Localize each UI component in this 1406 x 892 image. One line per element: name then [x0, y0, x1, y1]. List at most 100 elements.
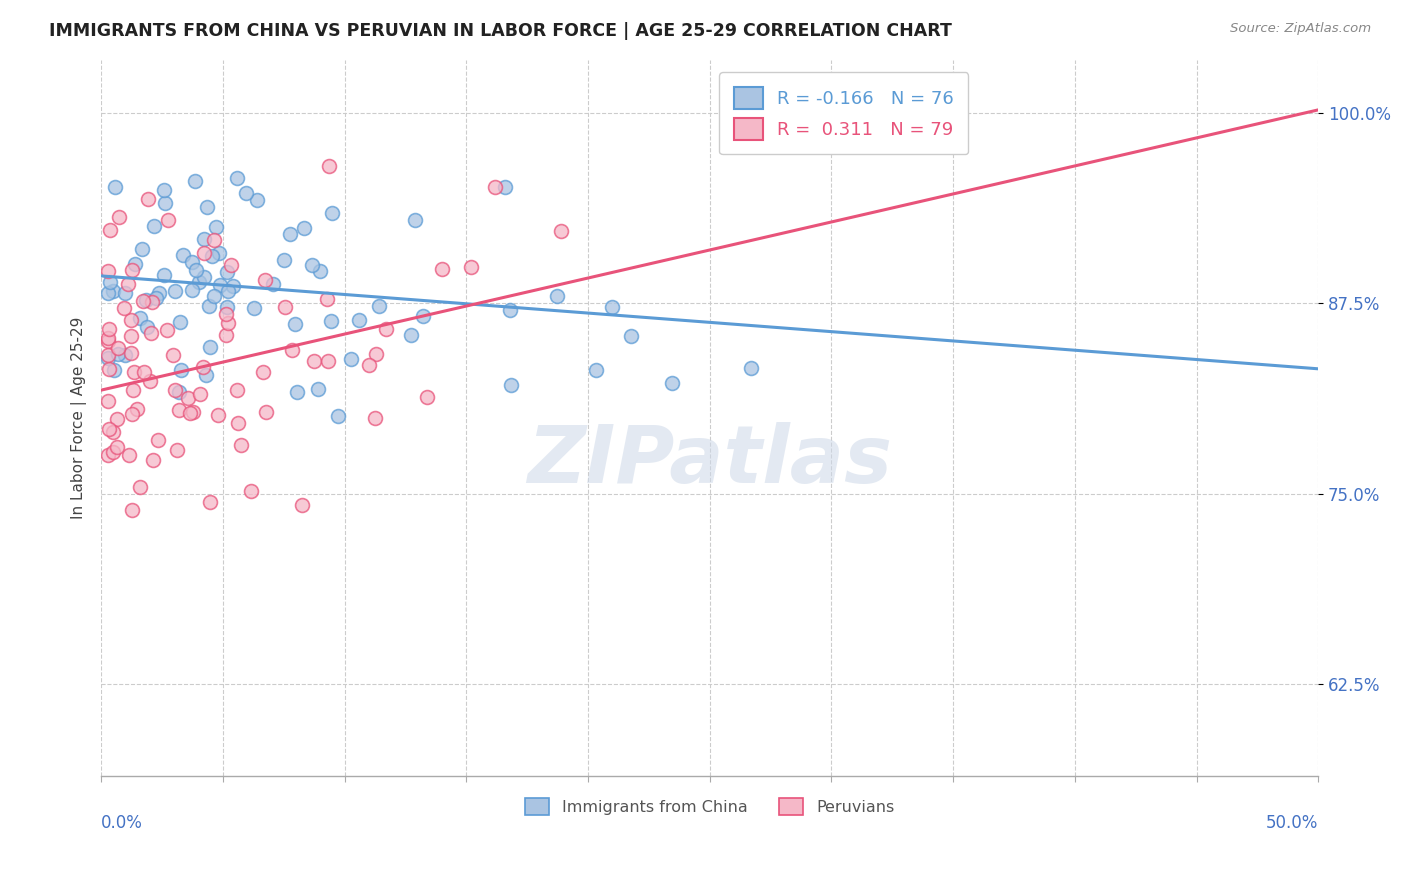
Point — [217, 265, 239, 279]
Point — [97, 331, 120, 345]
Point — [217, 284, 239, 298]
Point — [194, 368, 217, 382]
Point — [291, 498, 314, 512]
Point — [180, 255, 202, 269]
Point — [122, 365, 145, 379]
Point — [134, 365, 156, 379]
Point — [273, 300, 295, 314]
Point — [193, 246, 215, 260]
Point — [432, 261, 454, 276]
Point — [318, 159, 340, 173]
Point — [98, 222, 121, 236]
Text: 0.0%: 0.0% — [101, 814, 143, 832]
Point — [357, 358, 380, 372]
Point — [135, 319, 157, 334]
Point — [499, 302, 522, 317]
Point — [148, 286, 170, 301]
Point — [97, 334, 120, 349]
Point — [243, 301, 266, 315]
Point — [135, 293, 157, 307]
Point — [193, 232, 215, 246]
Point — [262, 277, 284, 291]
Point — [145, 291, 167, 305]
Point — [146, 434, 169, 448]
Point — [235, 186, 257, 200]
Point — [153, 183, 176, 197]
Point — [120, 346, 142, 360]
Point — [416, 391, 439, 405]
Point — [208, 277, 231, 292]
Point — [339, 352, 361, 367]
Point — [166, 443, 188, 458]
Point — [172, 248, 194, 262]
Point — [124, 257, 146, 271]
Point — [132, 293, 155, 308]
Point — [292, 220, 315, 235]
Point — [546, 289, 568, 303]
Point — [97, 264, 120, 278]
Point — [309, 264, 332, 278]
Point — [204, 289, 226, 303]
Point — [136, 192, 159, 206]
Point — [205, 220, 228, 235]
Text: 50.0%: 50.0% — [1265, 814, 1319, 832]
Point — [179, 407, 201, 421]
Text: ZIPatlas: ZIPatlas — [527, 422, 893, 500]
Point — [207, 408, 229, 422]
Point — [112, 301, 135, 315]
Point — [326, 409, 349, 423]
Text: Source: ZipAtlas.com: Source: ZipAtlas.com — [1230, 22, 1371, 36]
Point — [316, 354, 339, 368]
Point — [494, 180, 516, 194]
Point — [97, 322, 120, 336]
Point — [131, 243, 153, 257]
Point — [231, 438, 253, 452]
Point — [404, 213, 426, 227]
Point — [321, 206, 343, 220]
Point — [215, 307, 238, 321]
Point — [165, 284, 187, 298]
Point — [364, 411, 387, 425]
Point — [118, 448, 141, 462]
Point — [120, 313, 142, 327]
Point — [181, 405, 204, 419]
Point — [195, 200, 218, 214]
Point — [364, 347, 387, 361]
Point — [129, 311, 152, 326]
Point — [307, 382, 329, 396]
Point — [221, 258, 243, 272]
Point — [315, 292, 337, 306]
Point — [103, 445, 125, 459]
Point — [181, 283, 204, 297]
Point — [321, 314, 343, 328]
Point — [97, 448, 120, 462]
Point — [97, 393, 120, 408]
Point — [107, 346, 129, 360]
Point — [104, 179, 127, 194]
Point — [484, 179, 506, 194]
Point — [367, 299, 389, 313]
Legend: Immigrants from China, Peruvians: Immigrants from China, Peruvians — [519, 792, 901, 822]
Point — [169, 315, 191, 329]
Point — [273, 252, 295, 267]
Point — [183, 174, 205, 188]
Point — [143, 219, 166, 233]
Point — [97, 348, 120, 362]
Point — [661, 376, 683, 391]
Point — [226, 383, 249, 397]
Point — [138, 374, 160, 388]
Y-axis label: In Labor Force | Age 25-29: In Labor Force | Age 25-29 — [72, 317, 87, 519]
Point — [153, 268, 176, 282]
Point — [740, 360, 762, 375]
Point — [184, 263, 207, 277]
Point — [121, 407, 143, 421]
Point — [167, 403, 190, 417]
Point — [167, 384, 190, 399]
Point — [100, 275, 122, 289]
Point — [169, 363, 191, 377]
Point — [101, 284, 124, 298]
Point — [163, 384, 186, 398]
Point — [117, 277, 139, 292]
Point — [550, 224, 572, 238]
Point — [125, 401, 148, 416]
